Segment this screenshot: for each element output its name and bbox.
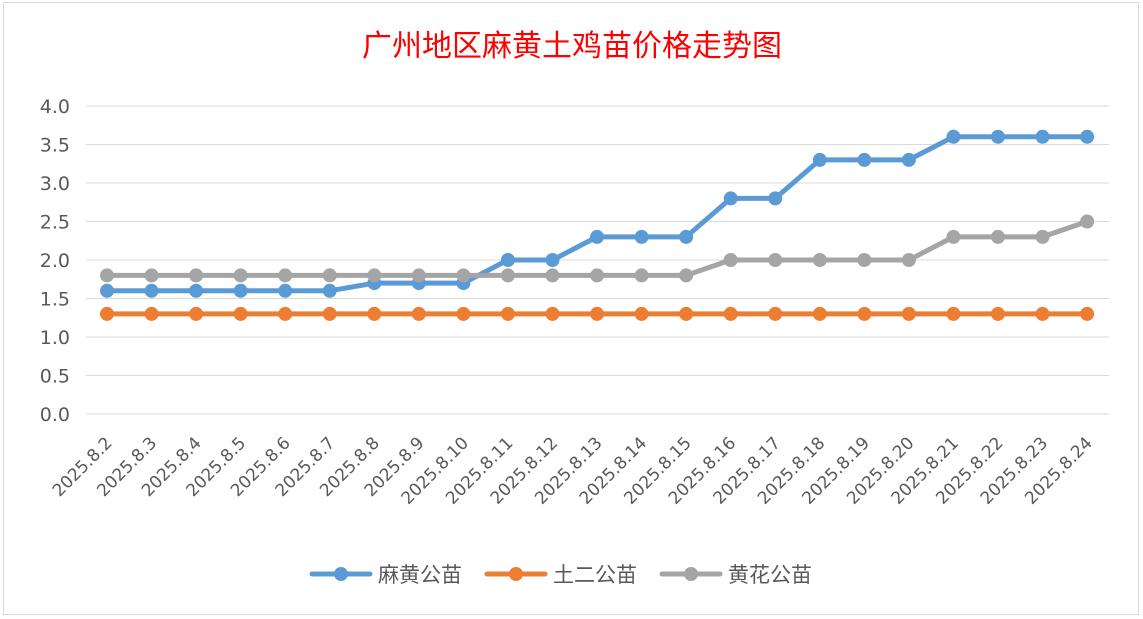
data-point — [1080, 306, 1095, 321]
data-point — [901, 253, 916, 267]
data-point — [100, 283, 114, 298]
data-point — [679, 306, 694, 321]
data-point — [500, 268, 515, 283]
y-tick-label: 3.5 — [40, 135, 70, 157]
y-tick-label: 0.5 — [40, 366, 70, 388]
legend-label: 土二公苗 — [553, 563, 637, 587]
y-tick-label: 2.5 — [40, 212, 70, 234]
data-point — [679, 268, 694, 283]
data-point — [946, 129, 961, 144]
data-point — [723, 253, 738, 267]
data-point — [189, 268, 204, 283]
chart-title: 广州地区麻黄土鸡苗价格走势图 — [362, 29, 782, 64]
data-point — [144, 268, 159, 283]
y-tick-label: 1.0 — [40, 327, 70, 349]
data-point — [991, 306, 1005, 321]
data-point — [812, 253, 827, 267]
data-point — [857, 253, 872, 267]
data-point — [768, 191, 783, 206]
y-tick-label: 1.5 — [40, 289, 70, 311]
data-point — [901, 306, 916, 321]
data-point — [322, 306, 337, 321]
legend: 麻黄公苗 土二公苗 黄花公苗 — [309, 563, 812, 587]
data-point — [768, 253, 783, 267]
y-tick-label: 4.0 — [40, 96, 70, 118]
data-point — [322, 268, 337, 283]
data-point — [590, 268, 605, 283]
data-point — [545, 253, 560, 267]
data-point — [1035, 129, 1050, 144]
y-axis-ticks: 0.0 0.5 1.0 1.5 2.0 2.5 3.0 3.5 4.0 — [40, 96, 70, 426]
series-2 — [100, 306, 1095, 321]
data-point — [411, 268, 426, 283]
series-1 — [100, 129, 1095, 298]
data-point — [946, 306, 961, 321]
data-point — [189, 306, 204, 321]
data-point — [679, 229, 694, 244]
data-point — [1080, 214, 1095, 229]
y-tick-label: 0.0 — [40, 404, 70, 426]
data-point — [901, 152, 916, 167]
series-group — [100, 129, 1095, 321]
data-point — [946, 229, 961, 244]
data-point — [812, 152, 827, 167]
series-line — [104, 219, 1090, 278]
data-point — [233, 283, 248, 298]
y-tick-label: 2.0 — [40, 250, 70, 272]
data-point — [456, 306, 471, 321]
series-3 — [100, 214, 1095, 283]
data-point — [1080, 129, 1095, 144]
data-point — [322, 283, 337, 298]
x-axis-ticks: 2025.8.22025.8.32025.8.42025.8.52025.8.6… — [49, 433, 1097, 508]
data-point — [278, 306, 293, 321]
legend-marker — [334, 567, 348, 581]
data-point — [634, 306, 649, 321]
legend-label: 麻黄公苗 — [378, 563, 462, 587]
data-point — [590, 306, 605, 321]
series-line — [104, 134, 1090, 294]
data-point — [634, 229, 649, 244]
data-point — [857, 152, 872, 167]
legend-item: 土二公苗 — [484, 563, 637, 587]
data-point — [233, 268, 248, 283]
data-point — [367, 268, 382, 283]
data-point — [991, 229, 1005, 244]
data-point — [590, 229, 605, 244]
data-point — [500, 306, 515, 321]
data-point — [634, 268, 649, 283]
data-point — [1035, 229, 1050, 244]
data-point — [100, 306, 114, 321]
data-point — [768, 306, 783, 321]
data-point — [500, 253, 515, 267]
data-point — [367, 306, 382, 321]
legend-item: 黄花公苗 — [659, 563, 812, 587]
legend-item: 麻黄公苗 — [309, 563, 462, 587]
data-point — [100, 268, 114, 283]
legend-marker — [509, 567, 523, 581]
data-point — [723, 191, 738, 206]
gridlines — [86, 105, 1109, 415]
legend-label: 黄花公苗 — [728, 563, 812, 587]
data-point — [857, 306, 872, 321]
data-point — [991, 129, 1005, 144]
data-point — [189, 283, 204, 298]
data-point — [545, 268, 560, 283]
data-point — [456, 268, 471, 283]
data-point — [723, 306, 738, 321]
data-point — [278, 283, 293, 298]
data-point — [545, 306, 560, 321]
data-point — [233, 306, 248, 321]
data-point — [411, 306, 426, 321]
data-point — [144, 283, 159, 298]
data-point — [1035, 306, 1050, 321]
data-point — [144, 306, 159, 321]
legend-marker — [684, 567, 698, 581]
data-point — [812, 306, 827, 321]
y-tick-label: 3.0 — [40, 173, 70, 195]
data-point — [278, 268, 293, 283]
